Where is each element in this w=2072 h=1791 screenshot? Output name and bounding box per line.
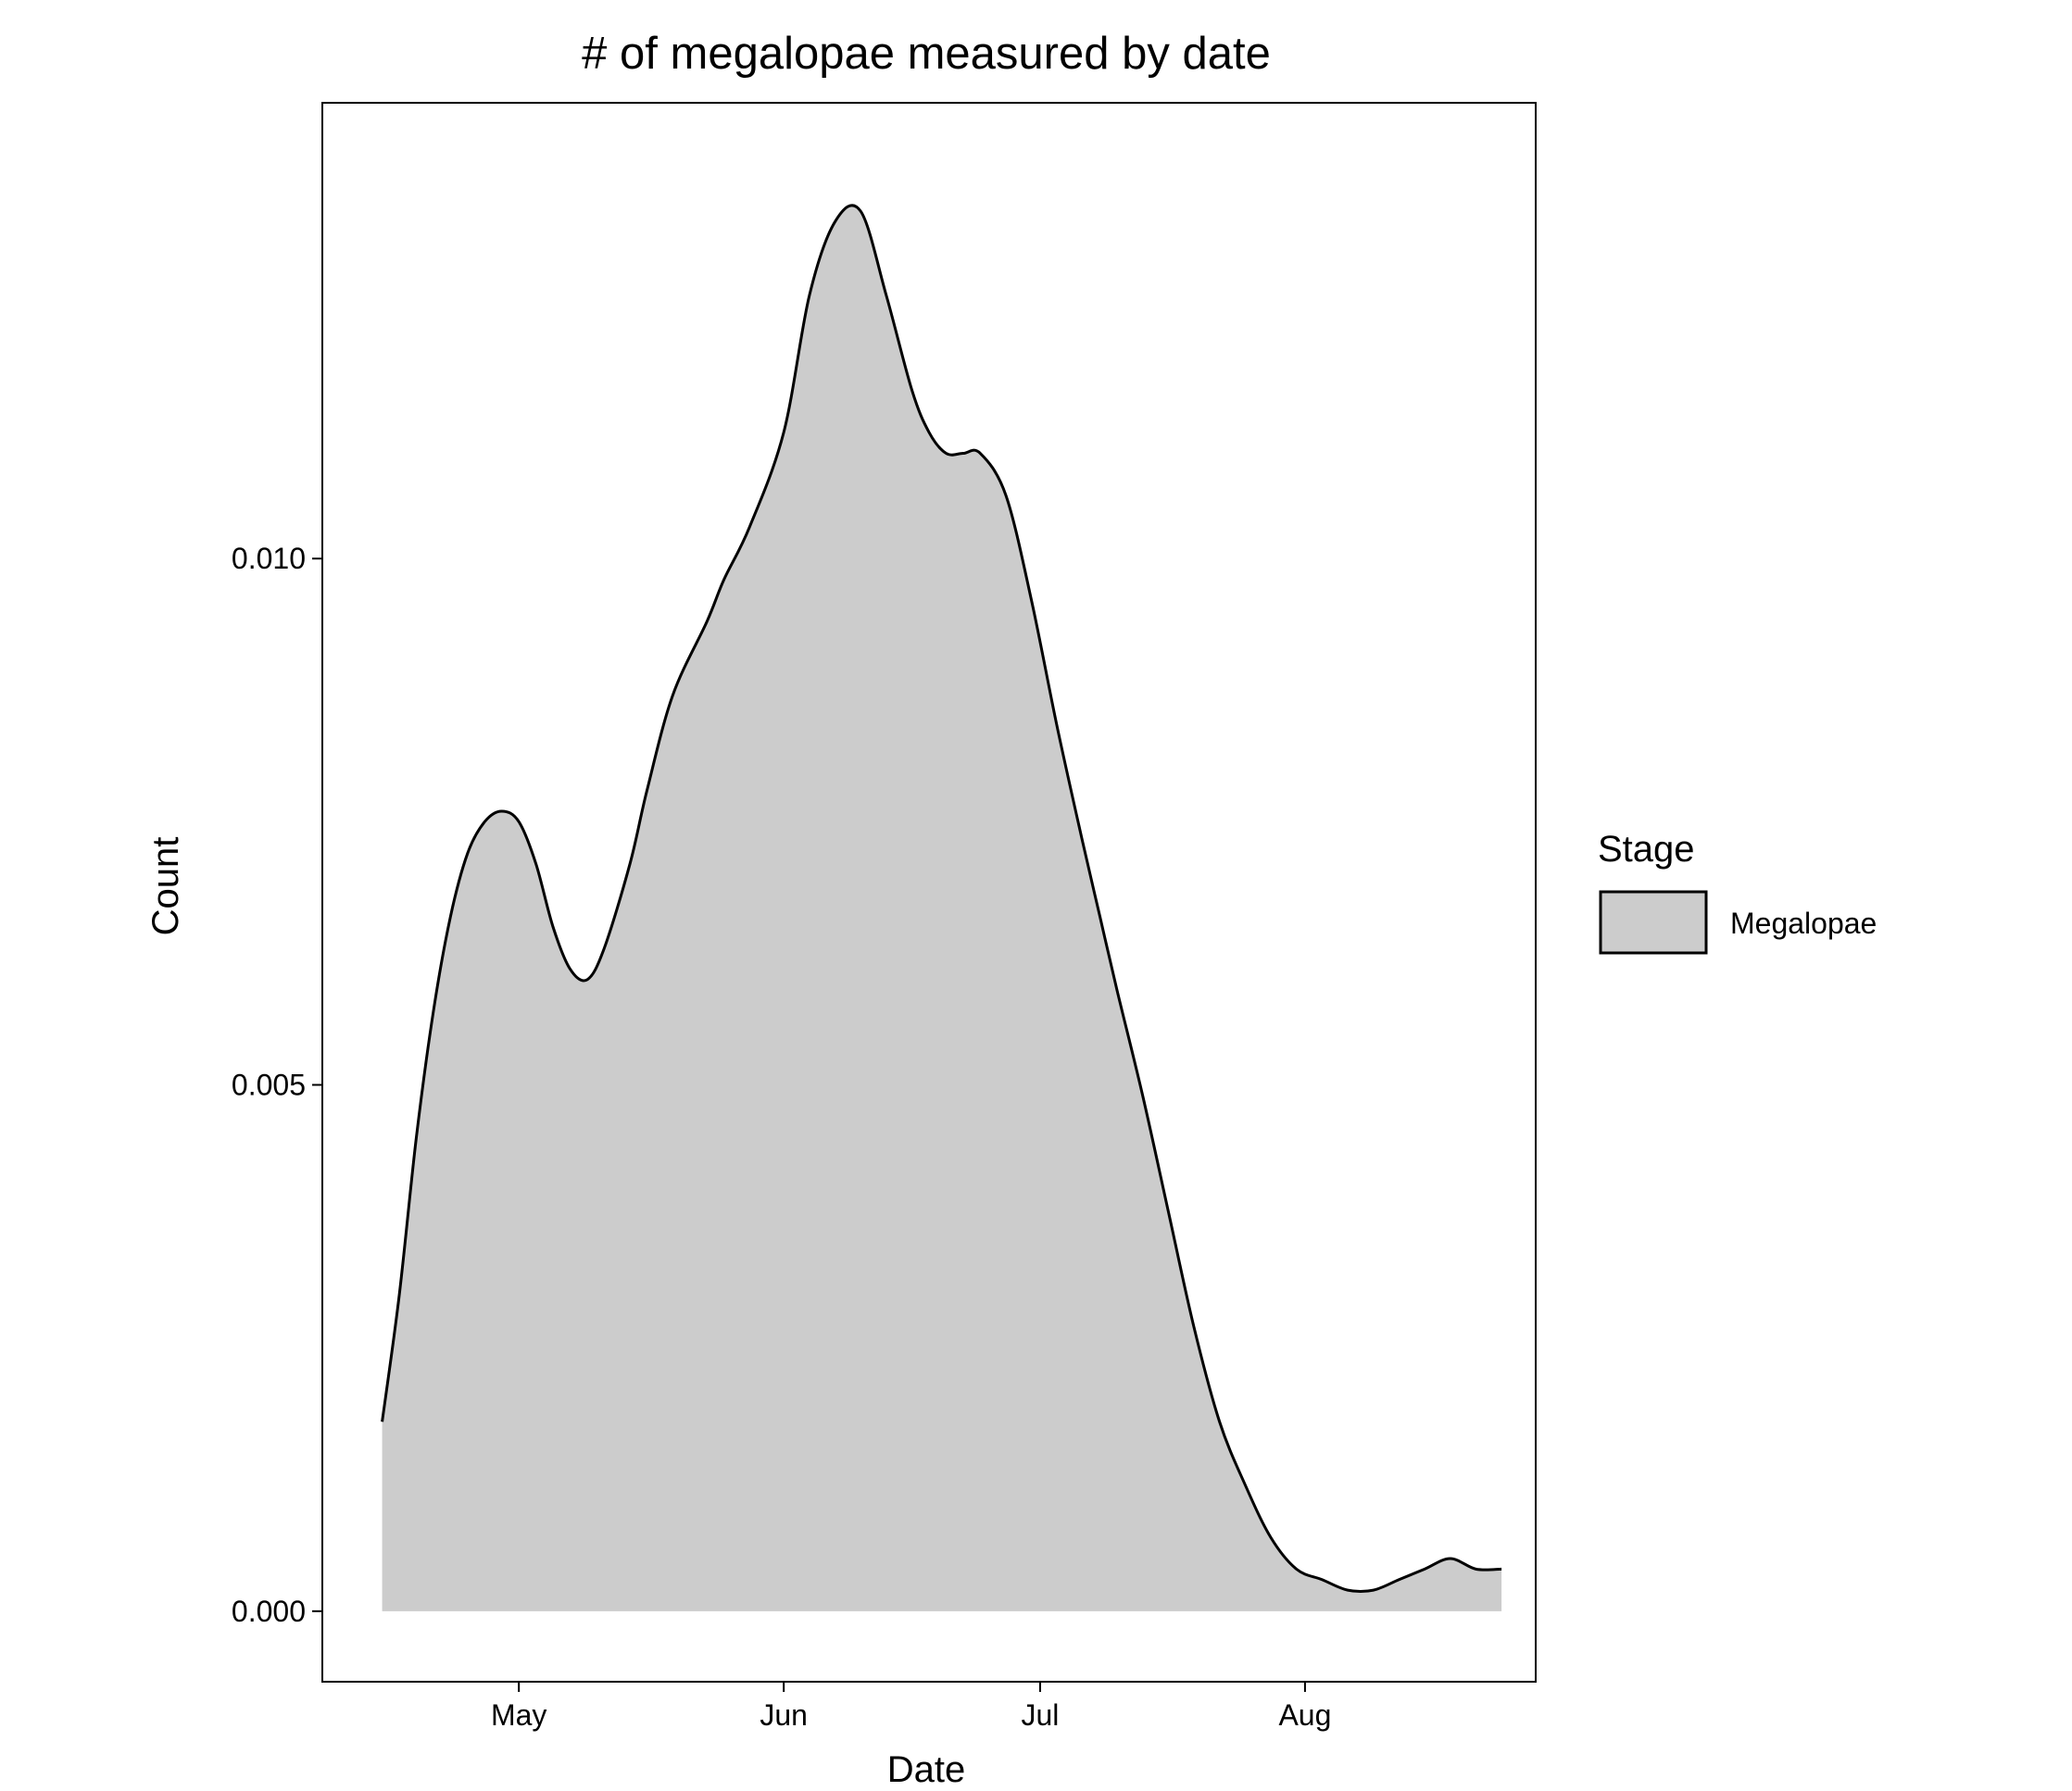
legend: Stage Megalopae — [1598, 829, 1877, 955]
y-tick-label: 0.010 — [232, 542, 306, 575]
plot-panel-border — [321, 102, 1537, 1683]
chart-title: # of megalopae measured by date — [582, 29, 1271, 79]
x-axis-title: Date — [887, 1749, 966, 1790]
plot-area: May Jun Jul Aug 0.000 0.005 0.010 — [232, 102, 1537, 1732]
x-tick-label: Jun — [760, 1698, 808, 1732]
legend-key-megalopae — [1599, 890, 1708, 955]
y-axis-title: Count — [145, 837, 186, 936]
x-tick-label: May — [491, 1698, 546, 1732]
density-area-megalopae — [382, 205, 1502, 1611]
legend-label-megalopae: Megalopae — [1730, 907, 1877, 940]
y-tick-label: 0.005 — [232, 1069, 306, 1102]
legend-title: Stage — [1598, 829, 1695, 870]
density-line-megalopae — [381, 204, 1502, 1594]
x-tick-label: Aug — [1278, 1698, 1331, 1732]
x-tick-label: Jul — [1021, 1698, 1059, 1732]
y-tick-label: 0.000 — [232, 1595, 306, 1628]
